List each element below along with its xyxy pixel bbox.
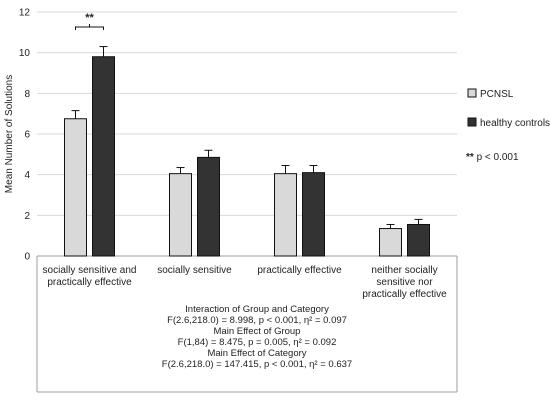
y-tick-label: 8 <box>24 89 30 100</box>
y-tick-label: 6 <box>24 130 30 141</box>
stats-line: F(1,84) = 8.475, p = 0.005, η² = 0.092 <box>178 337 337 348</box>
bar <box>407 223 430 257</box>
stats-line: F(2.6,218.0) = 147.415, p < 0.001, η² = … <box>162 359 352 370</box>
bar <box>92 56 115 257</box>
bar <box>197 156 220 257</box>
legend-significance-note: ** p < 0.001 <box>466 152 519 163</box>
y-tick-label: 12 <box>19 8 31 19</box>
category-label: sensitive nor <box>376 277 433 288</box>
y-tick-label: 4 <box>24 170 30 181</box>
legend-swatch <box>467 88 477 98</box>
category-label: neither socially <box>371 265 437 276</box>
bars <box>64 56 430 257</box>
legend: PCNSL healthy controls ** p < 0.001 <box>466 88 550 163</box>
stats-line: Main Effect of Group <box>214 326 301 337</box>
category-label: socially sensitive and <box>43 265 137 276</box>
category-label: practically effective <box>362 289 447 300</box>
stats-line: F(2.6,218.0) = 8.998, p < 0.001, η² = 0.… <box>167 315 347 326</box>
significance-stars: ** <box>85 12 94 24</box>
y-tick-label: 2 <box>24 211 30 222</box>
significance-bracket: ** <box>75 12 104 30</box>
statistics-annotation: Interaction of Group and CategoryF(2.6,2… <box>162 304 352 370</box>
category-label: socially sensitive <box>157 265 232 276</box>
y-axis: 0 2 4 6 8 10 12 <box>19 8 31 263</box>
legend-label: healthy controls <box>480 118 550 129</box>
bar <box>169 173 192 257</box>
stats-line: Main Effect of Category <box>207 348 306 359</box>
legend-swatch <box>467 117 477 127</box>
bar <box>302 172 325 257</box>
legend-note-stars: ** <box>466 152 474 163</box>
error-bars <box>71 46 423 229</box>
legend-note-text: p < 0.001 <box>474 152 519 163</box>
legend-label: PCNSL <box>480 89 514 100</box>
category-label: practically effective <box>257 265 342 276</box>
stats-line: Interaction of Group and Category <box>185 304 329 315</box>
y-tick-label: 0 <box>24 252 30 263</box>
y-tick-label: 10 <box>19 48 31 59</box>
bar <box>64 118 87 257</box>
category-label: practically effective <box>47 277 132 288</box>
bar <box>379 228 402 257</box>
y-axis-title: Mean Number of Solutions <box>4 75 15 193</box>
bar <box>274 173 297 257</box>
significance-bracket-line <box>75 26 104 30</box>
